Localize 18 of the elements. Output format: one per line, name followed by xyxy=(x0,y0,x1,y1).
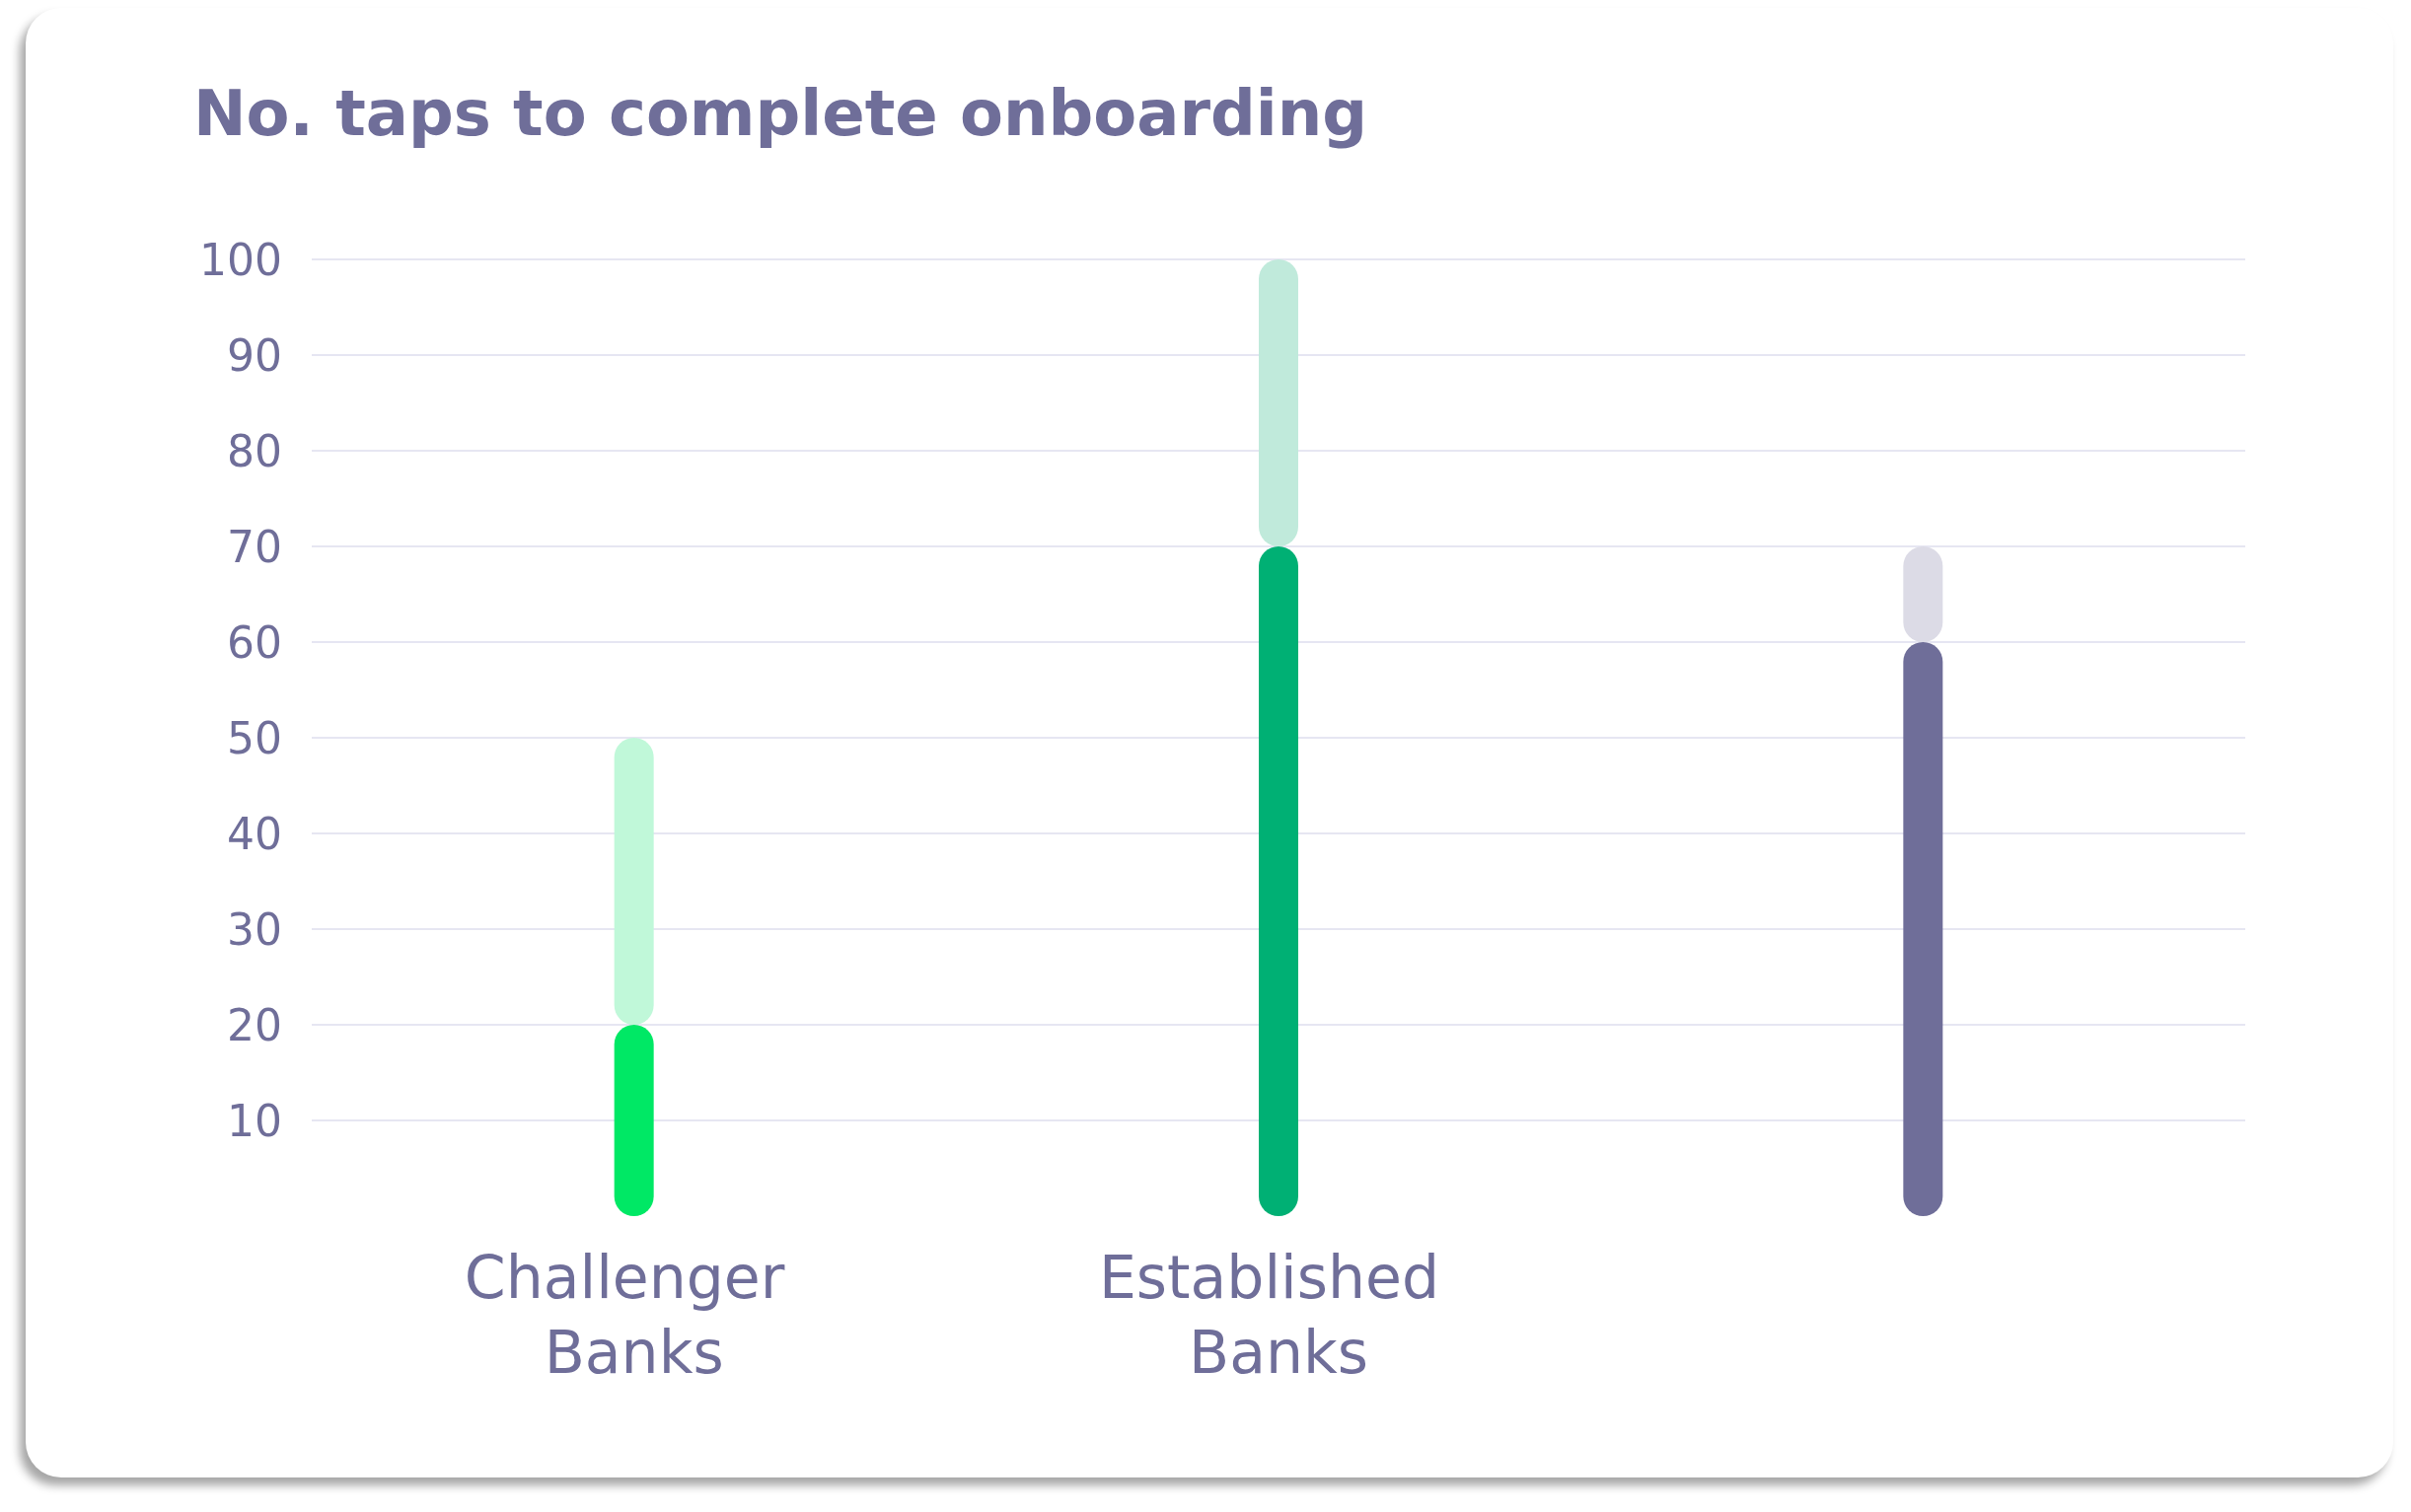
y-tick-label: 30 xyxy=(227,903,282,955)
y-tick-label: 90 xyxy=(227,329,282,381)
y-tick-label: 80 xyxy=(227,425,282,476)
bar xyxy=(1259,259,1298,546)
y-tick-label: 100 xyxy=(199,234,282,285)
y-tick-label: 10 xyxy=(227,1095,282,1146)
bar xyxy=(1259,546,1298,1216)
y-tick-label: 70 xyxy=(227,521,282,572)
y-tick-label: 50 xyxy=(227,712,282,763)
y-tick-label: 20 xyxy=(227,999,282,1050)
x-tick-label: Challenger Banks xyxy=(464,1243,804,1387)
x-tick-label: Established Banks xyxy=(1098,1243,1459,1387)
y-tick-label: 60 xyxy=(227,616,282,668)
bar xyxy=(1903,642,1943,1216)
bar xyxy=(614,1025,654,1216)
bar xyxy=(614,738,654,1025)
y-tick-label: 40 xyxy=(227,808,282,859)
chart-title: No. taps to complete onboarding xyxy=(193,77,1368,150)
